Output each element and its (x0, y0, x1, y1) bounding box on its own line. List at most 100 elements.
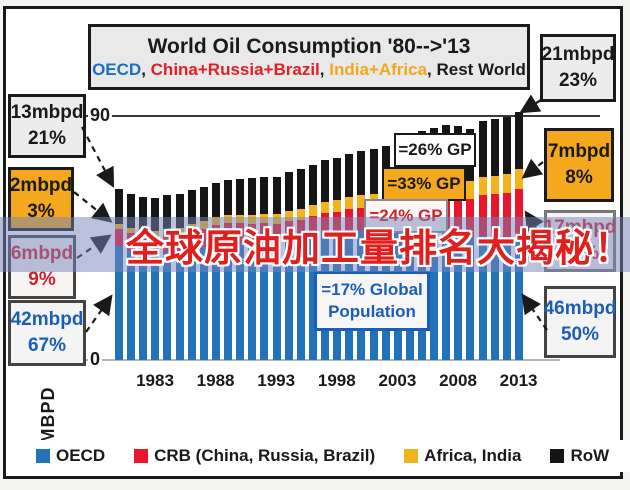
bar-segment (333, 158, 342, 201)
annotation-text: =33% GP (387, 174, 461, 193)
chart-legend: OECD CRB (China, Russia, Brazil) Africa,… (6, 440, 630, 472)
y-axis-label-0: 0 (88, 349, 103, 370)
bar-segment (175, 194, 184, 228)
legend-item-oecd: OECD (36, 446, 105, 466)
headline-overlay-band: 全球原油加工量排名大揭秘！ (0, 217, 630, 272)
stat-value: 2mbpd (9, 175, 73, 197)
bar-segment (454, 194, 463, 232)
x-tick-label: 2008 (439, 371, 477, 390)
stat-box-2013-oecd: 46mbpd 50% (544, 286, 616, 358)
stat-percent: 21% (27, 128, 67, 149)
bar-segment (296, 169, 305, 209)
subtitle-segment: , (319, 59, 330, 79)
stat-box-1980-oecd: 42mbpd 67% (8, 300, 86, 366)
bar-segment (357, 194, 366, 208)
bar-segment (236, 178, 245, 215)
legend-label: RoW (570, 446, 610, 465)
subtitle-segment: Rest World (436, 59, 526, 79)
bar-segment (490, 119, 499, 176)
bar-segment (478, 235, 487, 360)
bar-2013 (514, 112, 523, 360)
y-axis-label-90: 90 (88, 105, 113, 126)
bar-segment (199, 247, 208, 360)
bar-segment (139, 252, 148, 360)
annotation-line1: =17% Global (321, 279, 423, 299)
bar-segment (296, 208, 305, 220)
bar-segment (490, 194, 499, 238)
bar-2011 (490, 119, 499, 360)
bar-segment (260, 176, 269, 215)
bar-segment (345, 153, 354, 197)
bar-segment (151, 198, 160, 231)
bar-segment (490, 237, 499, 360)
bar-segment (514, 169, 523, 189)
bar-segment (284, 172, 293, 212)
bar-segment (115, 245, 123, 360)
bar-segment (248, 177, 257, 215)
bar-segment (321, 201, 330, 214)
subtitle-segment: , (427, 59, 437, 79)
bar-1986 (187, 190, 196, 360)
legend-label: Africa, India (424, 446, 522, 465)
chart-title: World Oil Consumption '80-->'13 (147, 34, 471, 58)
stat-box-2013-row: 21mbpd 23% (540, 34, 616, 102)
bar-segment (502, 237, 511, 360)
stat-percent: 67% (27, 335, 67, 356)
bar-segment (514, 234, 523, 360)
stat-percent: 9% (28, 269, 56, 290)
bar-segment (345, 196, 354, 210)
subtitle-segment: OECD (92, 59, 142, 79)
bar-segment (224, 242, 233, 360)
bar-segment (163, 251, 172, 360)
bar-segment (260, 242, 269, 360)
legend-swatch-oecd (36, 449, 50, 463)
bar-segment (163, 195, 172, 229)
chart-title-box: World Oil Consumption '80-->'13 OECD, Ch… (88, 24, 530, 90)
bar-1980 (115, 188, 123, 360)
annotation-text: =26% GP (398, 140, 472, 159)
bar-segment (502, 117, 511, 175)
legend-item-row: RoW (550, 446, 609, 466)
bar-segment (224, 179, 233, 215)
bar-segment (466, 237, 475, 360)
bar-segment (139, 196, 148, 231)
baseline-0 (80, 359, 560, 361)
bar-2010 (478, 120, 487, 360)
stat-percent: 50% (560, 324, 600, 345)
subtitle-segment: , (141, 59, 151, 79)
stat-value: 13mbpd (10, 102, 84, 124)
bar-segment (284, 239, 293, 360)
legend-item-africa-india: Africa, India (404, 446, 521, 466)
bar-segment (308, 164, 317, 206)
annotation-33pct-gp: =33% GP (382, 167, 466, 201)
stat-value: 7mbpd (547, 141, 611, 163)
bar-segment (187, 190, 196, 224)
annotation-line2: Population (328, 302, 416, 321)
bar-segment (442, 227, 451, 360)
bar-segment (199, 187, 208, 222)
bar-segment (514, 188, 523, 235)
annotation-26pct-gp: =26% GP (394, 133, 476, 167)
stat-value: 21mbpd (541, 44, 615, 66)
x-axis-ticks: 1983 1988 1993 1998 2003 2008 2013 (0, 371, 630, 393)
bar-segment (236, 243, 245, 360)
x-tick-label: 1998 (317, 371, 356, 390)
subtitle-segment: India+Africa (329, 59, 428, 79)
x-tick-label: 1983 (136, 371, 174, 390)
bar-segment (296, 238, 305, 360)
bar-segment (502, 193, 511, 238)
legend-swatch-row (550, 449, 565, 463)
bar-segment (284, 211, 293, 222)
bar-segment (514, 112, 523, 170)
bar-segment (151, 253, 160, 360)
bar-segment (175, 251, 184, 360)
bar-2012 (502, 117, 511, 360)
legend-label: CRB (China, Russia, Brazil) (154, 446, 376, 465)
annotation-text: =17% Global Population (321, 279, 423, 323)
x-tick-label: 1993 (257, 371, 296, 390)
legend-swatch-africa-india (404, 449, 419, 463)
headline-text: 全球原油加工量排名大揭秘！ (126, 228, 630, 270)
bar-segment (454, 231, 463, 360)
bar-segment (478, 194, 487, 236)
